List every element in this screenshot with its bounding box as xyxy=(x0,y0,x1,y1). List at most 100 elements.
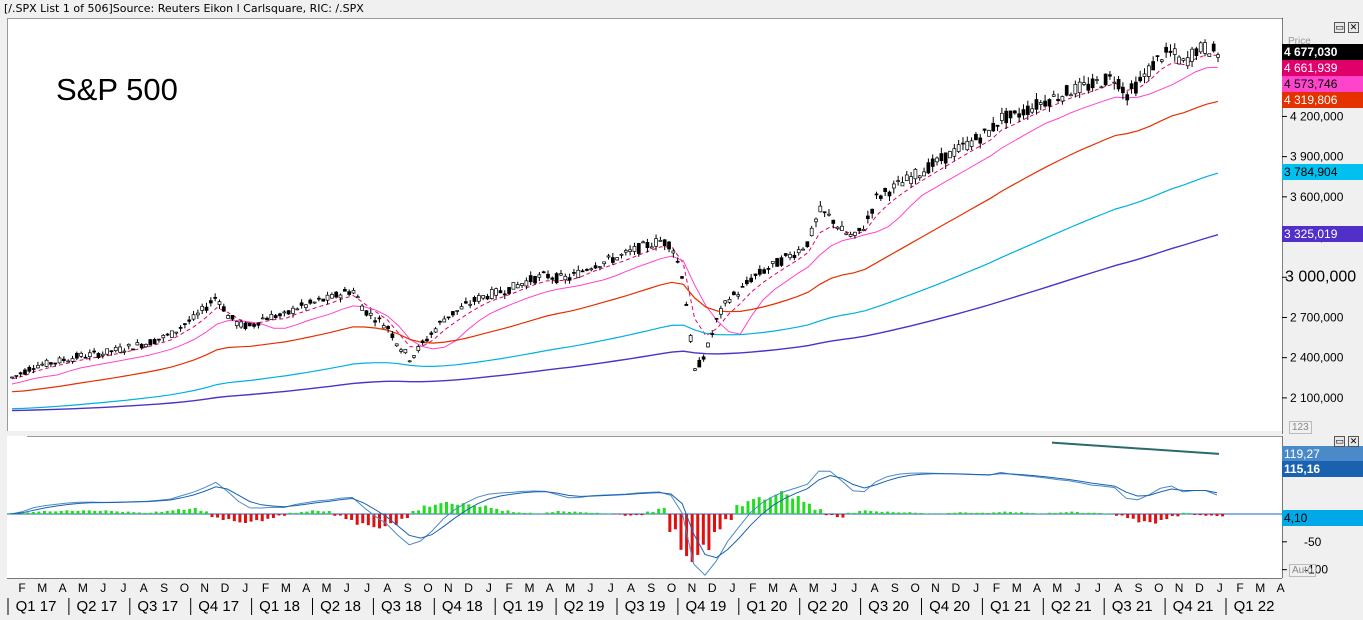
candle xyxy=(1159,58,1164,64)
candle xyxy=(948,150,952,159)
candle xyxy=(494,287,498,299)
candle xyxy=(66,359,71,363)
candle xyxy=(1125,91,1130,106)
candle xyxy=(502,290,507,300)
candle xyxy=(325,291,330,305)
candle xyxy=(217,299,222,310)
candle xyxy=(706,342,710,348)
candle xyxy=(939,147,944,165)
quarter-label: Q1 18 xyxy=(259,598,300,615)
candle xyxy=(338,293,343,303)
month-label: M xyxy=(565,581,575,595)
candle xyxy=(744,276,749,286)
osc-line-2 xyxy=(10,473,1218,559)
candle xyxy=(515,281,520,289)
candle xyxy=(174,331,179,336)
candle xyxy=(433,327,438,334)
candle xyxy=(330,292,334,299)
quarter-label: Q1 20 xyxy=(746,598,787,615)
indicator-restore-button[interactable]: ▭ xyxy=(1334,436,1345,447)
candle xyxy=(131,348,135,351)
indicator-panel[interactable] xyxy=(7,435,1282,578)
candle xyxy=(139,343,144,350)
candle xyxy=(537,272,542,282)
candle xyxy=(79,351,84,359)
candle xyxy=(364,310,369,317)
candle xyxy=(714,317,719,323)
candle xyxy=(693,367,697,371)
candle xyxy=(152,337,157,345)
month-label: F xyxy=(1236,581,1243,595)
candle xyxy=(304,304,308,311)
candle xyxy=(1073,80,1078,98)
candle xyxy=(295,307,300,311)
candle xyxy=(987,129,991,137)
candle xyxy=(135,339,140,346)
candle xyxy=(183,323,187,329)
quarter-label: Q1 22 xyxy=(1234,598,1275,615)
candle xyxy=(234,320,239,329)
month-label: J xyxy=(486,581,492,595)
candle xyxy=(1168,44,1173,57)
candle xyxy=(355,294,360,299)
candle xyxy=(416,344,421,353)
candle xyxy=(896,175,900,186)
quarter-label: Q1 21 xyxy=(990,598,1031,615)
candle xyxy=(1025,100,1030,120)
y-tick-label: 2 100,000 xyxy=(1290,391,1344,405)
y-tick-label: 3 600,000 xyxy=(1290,190,1344,204)
quarter-label: Q1 19 xyxy=(503,598,544,615)
candle xyxy=(291,305,295,318)
scale-badge[interactable]: 123 xyxy=(1289,421,1312,434)
candle xyxy=(783,253,788,258)
candle xyxy=(373,317,377,327)
price-chart-panel[interactable] xyxy=(7,18,1283,431)
candle xyxy=(788,251,792,261)
candle xyxy=(680,275,684,280)
candle xyxy=(632,242,637,256)
candle xyxy=(368,309,373,320)
candle xyxy=(615,257,620,261)
candle xyxy=(926,158,931,175)
candle xyxy=(468,300,473,309)
candle xyxy=(1198,41,1203,54)
y-tick-label: 2 700,000 xyxy=(1290,310,1344,324)
candle xyxy=(170,330,174,338)
candle xyxy=(857,227,862,235)
main-restore-button[interactable]: ▭ xyxy=(1334,22,1345,33)
candle xyxy=(498,286,503,294)
month-label: A xyxy=(59,581,67,595)
price-chart-svg xyxy=(10,39,1220,412)
candle xyxy=(1069,92,1073,97)
month-label: M xyxy=(78,581,88,595)
candle xyxy=(317,295,321,302)
candle xyxy=(1172,43,1177,62)
candle xyxy=(528,271,533,285)
candle xyxy=(835,226,840,231)
candle xyxy=(226,314,230,319)
candle xyxy=(1155,55,1160,62)
candle xyxy=(844,231,849,236)
candle xyxy=(446,316,451,320)
month-label: S xyxy=(404,581,412,595)
month-label: J xyxy=(242,581,248,595)
month-label: F xyxy=(506,581,513,595)
candle xyxy=(671,248,676,258)
auto-scale-badge[interactable]: Auto xyxy=(1289,564,1316,577)
candle xyxy=(1190,46,1194,68)
indicator-close-button[interactable]: ✕ xyxy=(1348,436,1359,447)
candle xyxy=(641,240,645,244)
candle xyxy=(610,252,615,266)
candle xyxy=(710,330,715,338)
candle xyxy=(425,336,429,343)
candle xyxy=(965,136,970,152)
candle xyxy=(909,171,913,188)
candle xyxy=(239,319,243,329)
candle xyxy=(1164,42,1168,58)
candle xyxy=(256,322,261,329)
candle xyxy=(1021,104,1026,120)
candle xyxy=(1077,77,1082,99)
main-close-button[interactable]: ✕ xyxy=(1348,22,1359,33)
candle xyxy=(1134,76,1138,97)
